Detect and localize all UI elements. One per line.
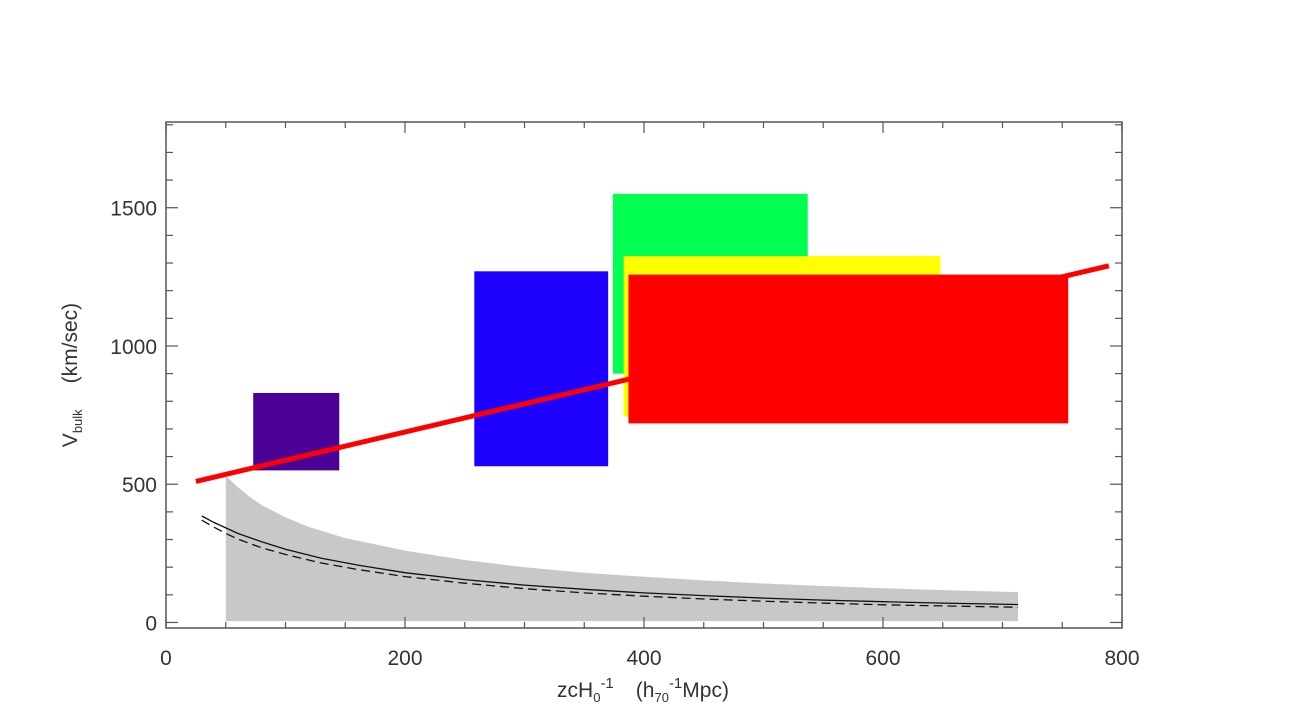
x-tick-label: 0 xyxy=(160,647,172,670)
y-axis-label: Vbulk(km/sec) xyxy=(59,303,85,447)
variance-band xyxy=(225,475,1019,622)
x-tick-label: 800 xyxy=(1104,647,1139,670)
variance-band-layer xyxy=(225,475,1019,622)
data-box-red xyxy=(628,274,1069,424)
tick-labels: 0 200 400 600 800 0 500 1000 1500 xyxy=(110,198,1139,670)
y-tick-label: 0 xyxy=(145,612,157,635)
data-box-layer xyxy=(253,193,1069,471)
trend-line xyxy=(195,263,1110,484)
x-axis-label: zcH0-1 (h70-1Mpc) xyxy=(557,675,729,705)
tick-marks xyxy=(165,122,1123,628)
x-tick-label: 200 xyxy=(387,647,422,670)
curve-solid xyxy=(201,515,1019,606)
x-tick-label: 400 xyxy=(626,647,661,670)
y-tick-label: 1000 xyxy=(110,336,157,359)
y-tick-label: 1500 xyxy=(110,198,157,221)
curve-layer xyxy=(201,515,1019,608)
data-box-blue xyxy=(474,271,609,467)
trend-line-layer xyxy=(195,263,1110,484)
x-tick-label: 600 xyxy=(865,647,900,670)
y-tick-label: 500 xyxy=(122,474,157,497)
curve-dashed xyxy=(201,519,1019,608)
